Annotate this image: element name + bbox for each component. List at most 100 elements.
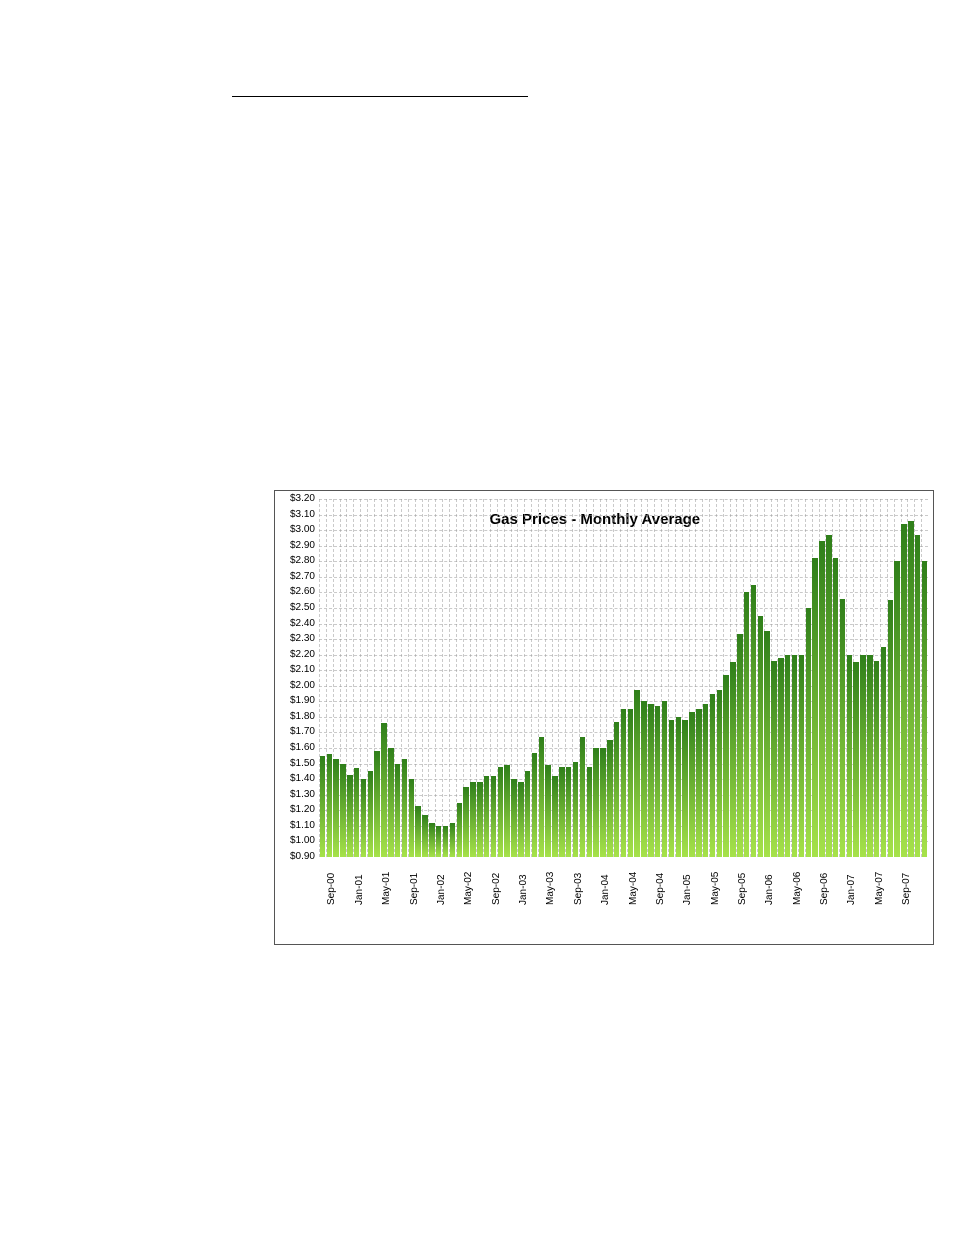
chart-bar <box>532 753 537 857</box>
chart-ytick-label: $2.40 <box>290 618 315 629</box>
chart-xtick-label: Jan-05 <box>682 874 693 905</box>
chart-bar <box>915 535 920 857</box>
chart-bar <box>758 616 763 857</box>
chart-xtick-label: Sep-03 <box>573 873 584 905</box>
chart-bar <box>545 765 550 857</box>
chart-xtick-label: May-06 <box>792 872 803 905</box>
chart-bar <box>676 717 681 857</box>
chart-ytick-label: $3.00 <box>290 524 315 535</box>
chart-xtick-label: Sep-04 <box>655 873 666 905</box>
chart-bar <box>511 779 516 857</box>
chart-ytick-label: $1.20 <box>290 804 315 815</box>
chart-xtick-label: Jan-02 <box>436 874 447 905</box>
chart-xtick-label: Sep-07 <box>901 873 912 905</box>
chart-bar <box>600 748 605 857</box>
chart-bar <box>723 675 728 857</box>
chart-ytick-label: $2.80 <box>290 555 315 566</box>
chart-xtick-label: May-07 <box>874 872 885 905</box>
chart-gridline-v <box>415 499 416 857</box>
chart-bar <box>696 709 701 857</box>
chart-bar <box>457 803 462 857</box>
chart-ytick-label: $2.60 <box>290 586 315 597</box>
chart-ytick-label: $1.80 <box>290 711 315 722</box>
chart-xtick-label: Jan-01 <box>354 874 365 905</box>
chart-bar <box>881 647 886 857</box>
chart-bar <box>826 535 831 857</box>
chart-bar <box>764 631 769 857</box>
chart-bar <box>415 806 420 857</box>
chart-ytick-label: $1.10 <box>290 820 315 831</box>
chart-bar <box>717 690 722 857</box>
chart-xtick-label: Jan-06 <box>764 874 775 905</box>
chart-bar <box>395 764 400 857</box>
chart-bar <box>751 585 756 857</box>
chart-xtick-label: May-02 <box>463 872 474 905</box>
chart-bar <box>628 709 633 857</box>
chart-bar <box>840 599 845 857</box>
chart-bar <box>634 690 639 857</box>
chart-bar <box>327 754 332 857</box>
chart-ytick-label: $1.30 <box>290 789 315 800</box>
chart-xtick-label: May-03 <box>545 872 556 905</box>
chart-bar <box>737 634 742 857</box>
chart-bar <box>778 658 783 857</box>
chart-bar <box>607 740 612 857</box>
chart-ytick-label: $0.90 <box>290 851 315 862</box>
chart-bar <box>443 826 448 857</box>
chart-ytick-label: $2.50 <box>290 602 315 613</box>
chart-gridline-v <box>422 499 423 857</box>
chart-xtick-label: Sep-01 <box>409 873 420 905</box>
chart-xtick-label: Sep-00 <box>326 873 337 905</box>
chart-bar <box>354 768 359 857</box>
chart-ytick-label: $2.30 <box>290 633 315 644</box>
gas-prices-chart: Gas Prices - Monthly Average $0.90$1.00$… <box>274 490 934 945</box>
chart-bar <box>477 782 482 857</box>
chart-bar <box>587 767 592 857</box>
chart-bar <box>525 771 530 857</box>
chart-gridline-v <box>442 499 443 857</box>
chart-bar <box>833 558 838 857</box>
chart-bar <box>655 706 660 857</box>
chart-ytick-label: $1.00 <box>290 835 315 846</box>
chart-bar <box>689 712 694 857</box>
chart-gridline-h <box>319 530 928 531</box>
chart-ytick-label: $2.20 <box>290 649 315 660</box>
chart-ytick-label: $2.70 <box>290 571 315 582</box>
chart-xtick-label: May-01 <box>381 872 392 905</box>
chart-xtick-label: Sep-05 <box>737 873 748 905</box>
chart-bar <box>641 701 646 857</box>
chart-bar <box>388 748 393 857</box>
chart-bar <box>470 782 475 857</box>
chart-xtick-label: Jan-03 <box>518 874 529 905</box>
chart-bar <box>491 776 496 857</box>
chart-bar <box>409 779 414 857</box>
chart-bar <box>860 655 865 857</box>
chart-bar <box>504 765 509 857</box>
chart-gridline-v <box>435 499 436 857</box>
chart-bar <box>498 767 503 857</box>
chart-bar <box>648 704 653 857</box>
chart-xtick-label: Sep-06 <box>819 873 830 905</box>
chart-bar <box>621 709 626 857</box>
chart-bar <box>847 655 852 857</box>
chart-bar <box>333 759 338 857</box>
chart-xtick-label: May-05 <box>710 872 721 905</box>
chart-bar <box>785 655 790 857</box>
chart-bar <box>573 762 578 857</box>
chart-gridline-v <box>428 499 429 857</box>
chart-bar <box>593 748 598 857</box>
chart-bar <box>744 592 749 857</box>
chart-xtick-label: Sep-02 <box>491 873 502 905</box>
chart-plot-area <box>319 499 928 857</box>
chart-ytick-label: $2.00 <box>290 680 315 691</box>
chart-bar <box>669 720 674 857</box>
chart-bar <box>888 600 893 857</box>
chart-ytick-label: $3.20 <box>290 493 315 504</box>
chart-ytick-label: $1.60 <box>290 742 315 753</box>
chart-bar <box>374 751 379 857</box>
chart-bar <box>436 826 441 857</box>
chart-bar <box>580 737 585 857</box>
chart-bar <box>361 779 366 857</box>
chart-bar <box>710 694 715 857</box>
chart-bar <box>792 655 797 857</box>
